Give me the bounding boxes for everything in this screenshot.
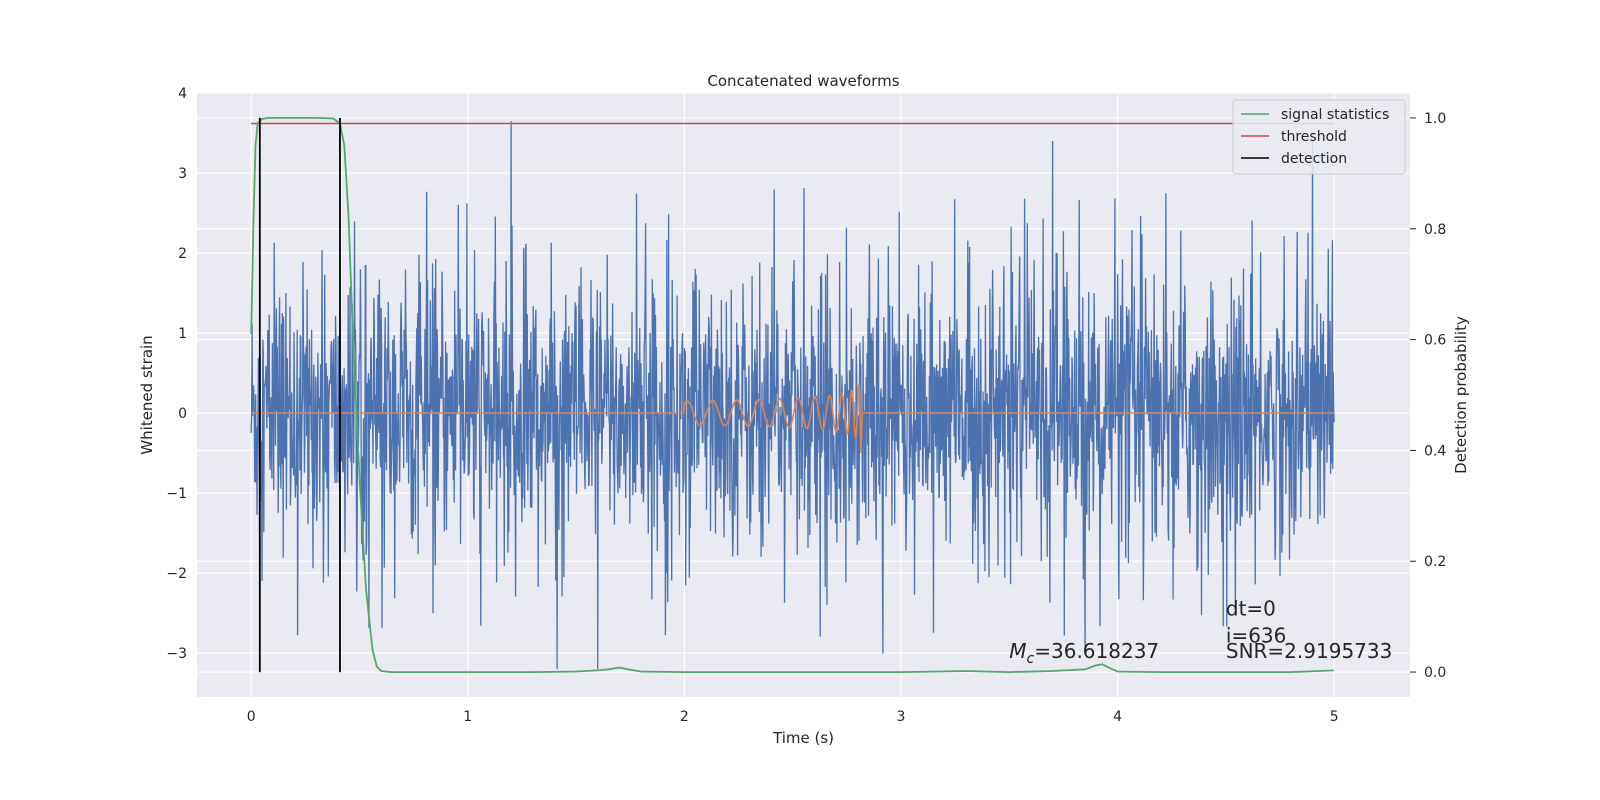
y-left-tick-label: 4: [178, 86, 187, 102]
x-tick-label: 4: [1113, 709, 1122, 725]
chirp-mass-subscript: c: [1027, 651, 1035, 667]
y-left-tick-label: 1: [178, 326, 187, 342]
y-right-tick-label: 1.0: [1424, 111, 1446, 127]
legend-label-threshold: threshold: [1281, 129, 1347, 145]
signal-statistics-line: [250, 117, 1335, 674]
x-tick-label: 5: [1330, 709, 1339, 725]
x-tick-label: 1: [463, 709, 472, 725]
chart-title: Concatenated waveforms: [707, 72, 899, 90]
chirp-mass-annotation: Mc=36.618237: [1009, 639, 1159, 667]
y-axis-label-left: Whitened strain: [138, 335, 156, 454]
legend-label-detection: detection: [1281, 151, 1347, 167]
y-right-tick-label: 0.2: [1424, 554, 1446, 570]
y-left-tick-label: −3: [166, 646, 187, 662]
legend: signal statistics threshold detection: [1232, 99, 1406, 175]
data-layer: [250, 117, 1335, 674]
chirp-mass-symbol: M: [1009, 639, 1026, 663]
dt-annotation: dt=0: [1226, 596, 1276, 620]
x-axis-label: Time (s): [772, 729, 834, 747]
y-left-tick-label: 2: [178, 246, 187, 262]
noise-series-line: [250, 120, 1335, 670]
legend-box: [1232, 99, 1406, 175]
legend-label-signal-statistics: signal statistics: [1281, 107, 1389, 123]
snr-annotation: SNR=2.9195733: [1226, 639, 1392, 663]
y-right-tick-label: 0.0: [1424, 665, 1446, 681]
tick-labels: 0 1 2 3 4 5 −3 −2 −1 0 1 2 3 4 0.0 0.2 0.4 0.6 0.8 1.0: [166, 86, 1446, 725]
x-tick-label: 3: [897, 709, 906, 725]
y-left-tick-label: 0: [178, 406, 187, 422]
injected-waveform-line: [251, 383, 1335, 453]
annotations: Mc=36.618237 dt=0 i=636 SNR=2.9195733: [1009, 596, 1392, 666]
y-left-tick-label: 3: [178, 166, 187, 182]
y-right-tick-label: 0.4: [1424, 443, 1446, 459]
y-right-tick-label: 0.8: [1424, 222, 1446, 238]
x-tick-label: 2: [680, 709, 689, 725]
y-axis-label-right: Detection probability: [1452, 316, 1470, 474]
index-annotation: i=636: [1226, 624, 1287, 648]
chirp-mass-value: =36.618237: [1034, 639, 1159, 663]
y-right-tick-label: 0.6: [1424, 333, 1446, 349]
y-left-tick-label: −2: [166, 566, 187, 582]
x-tick-label: 0: [247, 709, 256, 725]
y-left-tick-label: −1: [166, 486, 187, 502]
